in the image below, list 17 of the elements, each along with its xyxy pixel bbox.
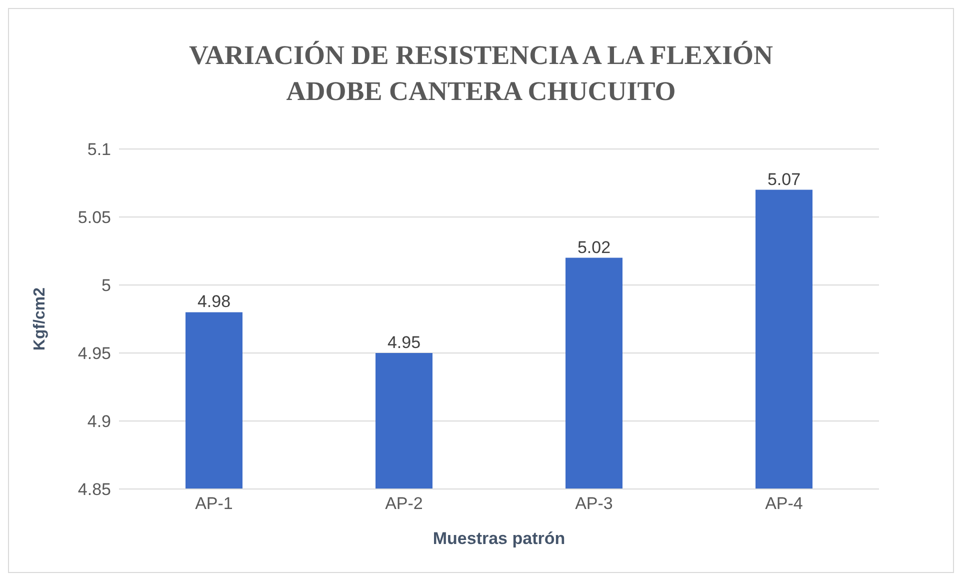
x-axis-title: Muestras patrón [432,529,566,548]
x-tick-label: AP-1 [195,494,233,514]
y-tick-label: 5 [102,276,111,296]
y-tick-label: 4.95 [78,344,111,364]
data-label: 5.02 [577,238,611,257]
data-label: 4.98 [197,292,231,312]
data-label: 5.07 [767,170,801,189]
chart-title: VARIACIÓN DE RESISTENCIA A LA FLEXIÓN ADOBE CANTERA CHUCUITO [188,39,774,108]
y-tick-label: 5.05 [78,208,111,228]
y-axis-title: Kgf/cm2 [32,287,49,351]
y-tick-label: 4.9 [87,412,111,432]
y-tick-label: 4.85 [78,480,111,500]
x-tick-label: AP-2 [385,494,423,514]
y-tick-label: 5.1 [87,140,111,160]
x-tick-label: AP-3 [575,494,613,514]
data-label: 4.95 [387,333,421,352]
x-tick-label: AP-4 [765,494,803,514]
